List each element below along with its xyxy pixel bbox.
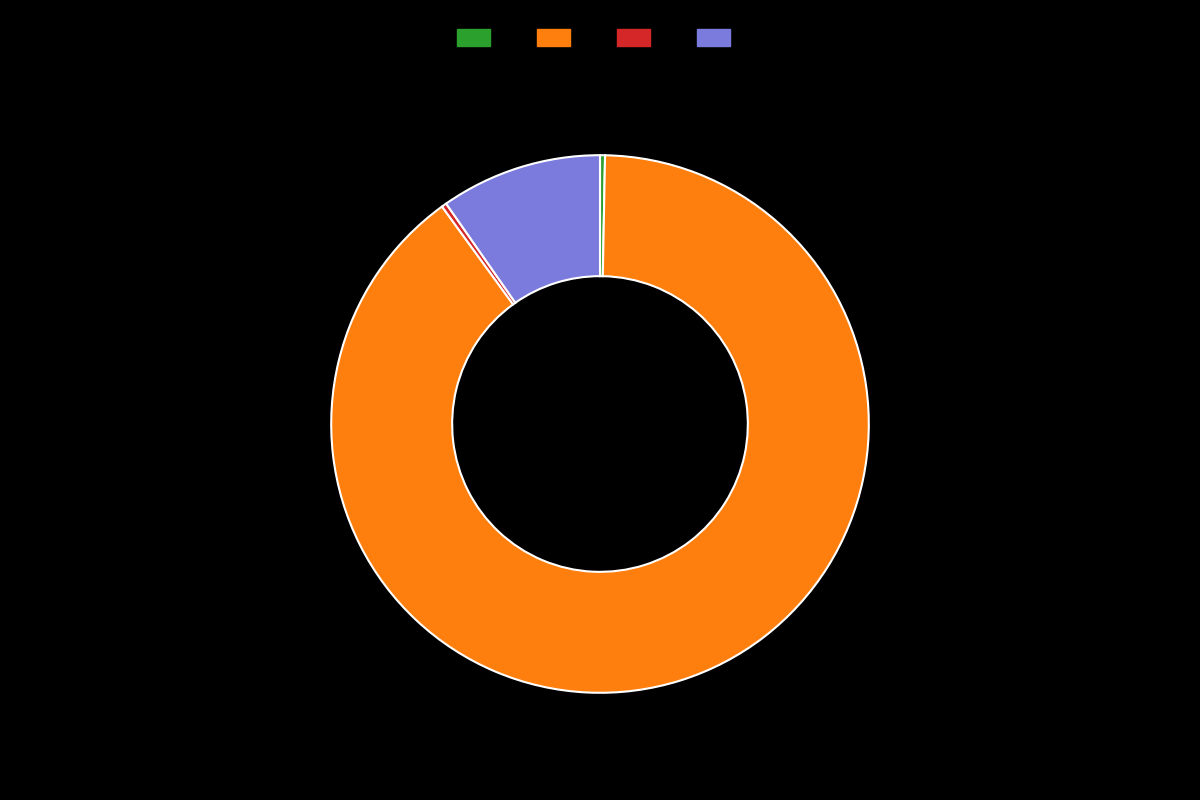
Wedge shape — [442, 203, 515, 304]
Wedge shape — [446, 155, 600, 302]
Legend: , , , : , , , — [449, 20, 751, 55]
Wedge shape — [331, 155, 869, 693]
Wedge shape — [600, 155, 605, 276]
